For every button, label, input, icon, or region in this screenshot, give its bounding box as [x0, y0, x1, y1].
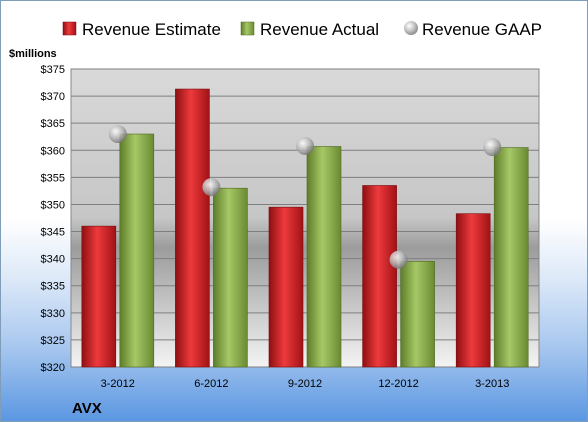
legend: Revenue Estimate Revenue Actual Revenue … — [62, 20, 542, 39]
bar-revenue-estimate-6-2012 — [175, 88, 210, 368]
x-tick-labels: 3-2012 6-2012 9-2012 12-2012 3-2013 — [101, 378, 510, 390]
legend-swatch-revenue-actual — [240, 21, 255, 36]
y-tick-label: $340 — [41, 254, 65, 266]
bar-revenue-actual-12-2012 — [400, 261, 435, 368]
x-tick-label: 9-2012 — [288, 378, 322, 390]
legend-label-revenue-actual: Revenue Actual — [260, 20, 379, 39]
x-tick-label: 6-2012 — [194, 378, 228, 390]
y-tick-label: $360 — [41, 145, 65, 157]
x-tick-label: 3-2013 — [475, 378, 509, 390]
bar-revenue-estimate-3-2013 — [455, 213, 491, 368]
ticker-label: AVX — [72, 400, 102, 417]
y-tick-label: $350 — [41, 199, 65, 211]
y-tick-label: $355 — [41, 172, 65, 184]
legend-swatch-revenue-estimate — [62, 21, 77, 36]
y-tick-label: $335 — [41, 281, 65, 293]
bar-revenue-estimate-12-2012 — [362, 185, 397, 368]
legend-swatch-revenue-gaap — [404, 21, 418, 35]
y-tick-label: $370 — [41, 91, 65, 103]
y-tick-label: $330 — [41, 308, 65, 320]
bar-revenue-actual-6-2012 — [213, 187, 248, 368]
bars-layer — [81, 88, 529, 368]
x-tick-label: 3-2012 — [101, 378, 135, 390]
legend-label-revenue-gaap: Revenue GAAP — [422, 20, 542, 39]
y-tick-labels: $320 $325 $330 $335 $340 $345 $350 $355 $360 $365… — [41, 64, 65, 374]
y-axis-unit-label: $millions — [9, 48, 57, 60]
marker-revenue-gaap-3-2012 — [108, 125, 127, 144]
bar-revenue-actual-9-2012 — [306, 146, 342, 368]
y-tick-label: $345 — [41, 227, 65, 239]
y-tick-label: $365 — [41, 118, 65, 130]
marker-revenue-gaap-6-2012 — [202, 178, 221, 197]
legend-label-revenue-estimate: Revenue Estimate — [82, 20, 221, 39]
bar-revenue-actual-3-2013 — [493, 147, 529, 368]
marker-revenue-gaap-3-2013 — [483, 138, 502, 157]
y-tick-label: $325 — [41, 335, 65, 347]
y-tick-label: $320 — [41, 362, 65, 374]
x-tick-label: 12-2012 — [378, 378, 418, 390]
gaap-markers-layer — [108, 125, 502, 269]
y-tick-label: $375 — [41, 64, 65, 76]
bar-revenue-estimate-3-2012 — [81, 225, 117, 368]
bar-revenue-actual-3-2012 — [119, 133, 155, 368]
marker-revenue-gaap-9-2012 — [296, 136, 314, 155]
bar-revenue-estimate-9-2012 — [268, 206, 304, 368]
marker-revenue-gaap-12-2012 — [389, 250, 408, 269]
